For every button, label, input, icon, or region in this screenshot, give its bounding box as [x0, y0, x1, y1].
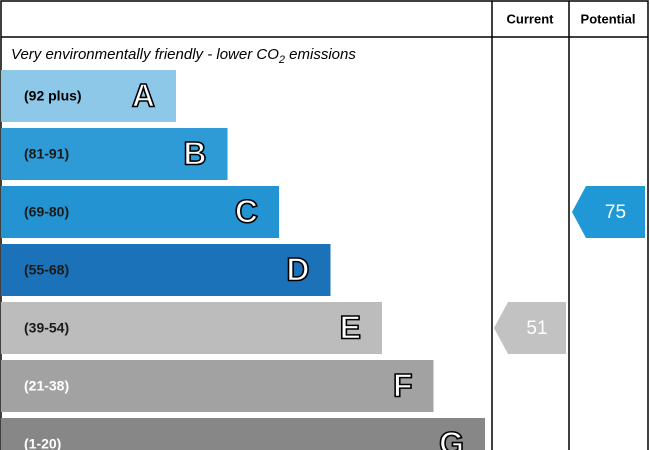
- band-range: (92 plus): [24, 88, 82, 104]
- band-letter: D: [286, 251, 309, 287]
- band-bar: [1, 128, 228, 180]
- band-letter: E: [340, 309, 361, 345]
- band-letter: G: [439, 425, 464, 450]
- band-bar: [1, 70, 176, 122]
- band-range: (81-91): [24, 146, 69, 162]
- potential-value: 75: [605, 202, 626, 223]
- potential-arrow: [572, 186, 645, 238]
- band-letter: A: [132, 77, 155, 113]
- current-arrow: [494, 302, 566, 354]
- band-letter: F: [393, 367, 413, 403]
- current-value: 51: [526, 318, 547, 339]
- caption: Very environmentally friendly - lower CO…: [11, 46, 356, 66]
- band-bar: [1, 360, 434, 412]
- current-header: Current: [507, 11, 555, 26]
- band-bar: [1, 186, 279, 238]
- band-bar: [1, 418, 485, 450]
- potential-header: Potential: [581, 11, 636, 26]
- band-bar: [1, 302, 382, 354]
- band-bar: [1, 244, 331, 296]
- caption-subscript: 2: [278, 54, 285, 66]
- band-range: (21-38): [24, 378, 69, 394]
- band-range: (39-54): [24, 320, 69, 336]
- caption-text: Very environmentally friendly - lower CO: [11, 46, 279, 63]
- caption-text: emissions: [285, 46, 356, 63]
- band-range: (69-80): [24, 204, 69, 220]
- band-range: (1-20): [24, 436, 61, 450]
- band-letter: B: [183, 135, 206, 171]
- band-letter: C: [235, 193, 258, 229]
- band-range: (55-68): [24, 262, 69, 278]
